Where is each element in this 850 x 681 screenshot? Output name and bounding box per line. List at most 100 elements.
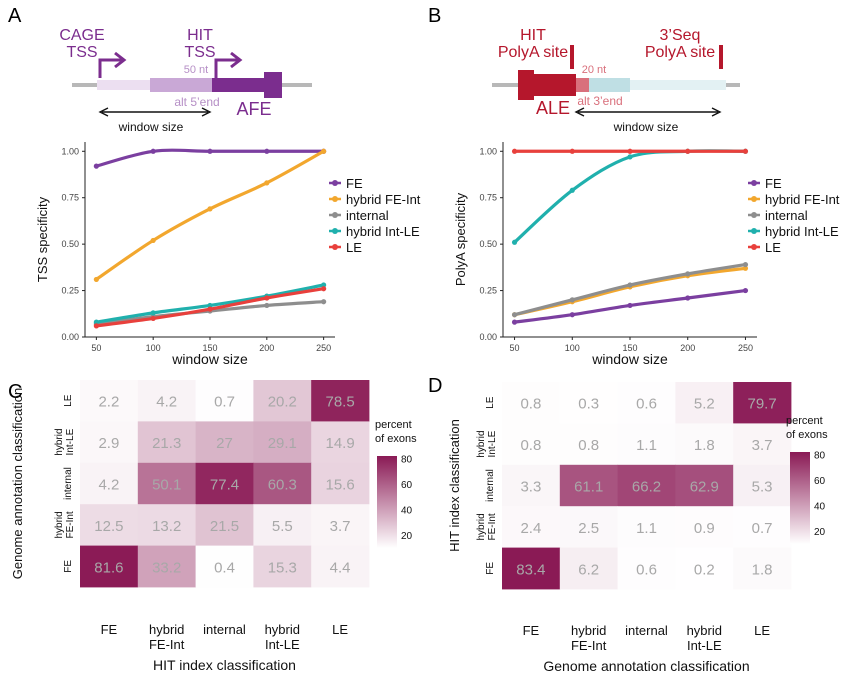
data-point <box>93 319 99 325</box>
legend-label: internal <box>346 208 389 223</box>
panel-label-b: B <box>428 5 441 27</box>
data-point <box>569 297 575 303</box>
heatmap-cell <box>733 464 792 507</box>
heatmap-cell <box>675 382 734 424</box>
heatmap-cell <box>195 545 254 588</box>
cell-value-label: 3.7 <box>752 437 773 454</box>
data-point <box>742 265 749 271</box>
data-point <box>511 239 518 245</box>
heatmap-cell <box>502 464 561 507</box>
seq-label-line2: PolyA site <box>645 44 715 61</box>
heatmap-cell <box>559 423 618 466</box>
heatmap-cell <box>253 545 312 588</box>
data-point <box>569 312 575 318</box>
y-axis-title: HIT index classification <box>447 419 462 552</box>
y-category-label: hybridFE-Int <box>476 513 498 540</box>
series-line-1 <box>94 149 326 282</box>
x-category-label: hybrid Int-LE <box>687 623 722 653</box>
y-category-label: FE <box>63 560 74 573</box>
legend-key-dot <box>332 196 338 202</box>
window-size-label: window size <box>613 120 679 134</box>
heatmap-cell <box>675 464 734 507</box>
hit-label-line2: PolyA site <box>498 44 568 61</box>
hit-label-line2: TSS <box>184 44 215 61</box>
cell-value-label: 0.3 <box>578 396 599 413</box>
legend-key-dot <box>751 180 757 186</box>
x-tick-label: 50 <box>91 343 101 353</box>
afe-label: AFE <box>236 99 271 119</box>
y-axis-title: Genome annotation classification <box>10 388 25 580</box>
panel-label-a: A <box>8 5 22 27</box>
ale-exon-cap <box>518 70 534 100</box>
heatmap-cell <box>137 462 196 505</box>
data-point <box>321 299 327 305</box>
nt-label: 20 nt <box>582 64 606 76</box>
seq-label-line1: 3’Seq <box>660 27 701 44</box>
window-arrow-left-head-icon <box>574 107 585 117</box>
panel-label-d: D <box>428 375 442 397</box>
x-category-label: LE <box>332 622 348 637</box>
x-category-label: LE <box>754 623 770 638</box>
legend-key-dot <box>751 228 757 234</box>
colorbar <box>377 456 397 548</box>
legend-label: LE <box>346 240 362 255</box>
line-chart-0: 0.00 0.25 0.50 0.75 1.00 50 100 150 200 250 window… <box>35 142 421 367</box>
data-point <box>93 163 99 169</box>
window-arrow-left-head-icon <box>98 107 109 117</box>
x-tick-label: 150 <box>202 343 217 353</box>
window-shade-outer <box>97 80 155 90</box>
colorbar-tick-label: 40 <box>401 506 413 517</box>
colorbar-tick-label: 40 <box>814 502 826 513</box>
cell-value-label: 0.6 <box>636 561 657 578</box>
heatmap-cell <box>311 504 370 546</box>
legend-label: internal <box>765 208 808 223</box>
heatmap-cell <box>137 380 196 422</box>
seq-polya-site-marker <box>719 45 723 69</box>
data-point <box>264 148 270 154</box>
y-tick-label: 0.25 <box>61 286 79 296</box>
heatmap-cell <box>502 382 561 424</box>
cell-value-label: 20.2 <box>268 394 297 411</box>
y-tick-label: 0.50 <box>61 239 79 249</box>
heatmap-cell <box>80 380 139 422</box>
cell-value-label: 29.1 <box>268 435 297 452</box>
y-tick-label: 0.00 <box>61 332 79 342</box>
cell-value-label: 0.8 <box>520 396 541 413</box>
heatmap-cell <box>137 421 196 464</box>
legend-key-dot <box>332 180 338 186</box>
data-point <box>511 319 518 325</box>
cell-value-label: 33.2 <box>152 559 181 576</box>
heatmap-cell <box>675 547 734 590</box>
cell-value-label: 62.9 <box>690 479 719 496</box>
data-point <box>685 295 691 301</box>
colorbar-tick-label: 80 <box>814 451 826 462</box>
cell-value-label: 0.7 <box>752 520 773 537</box>
colorbar-tick-label: 60 <box>401 480 413 491</box>
heatmap-cell <box>80 421 139 464</box>
heatmap-cell <box>733 423 792 466</box>
heatmap-cell <box>617 464 676 507</box>
alt-end-label: alt 3’end <box>577 94 622 108</box>
afe-exon-cap <box>264 72 282 98</box>
cell-value-label: 1.8 <box>694 437 715 454</box>
x-axis-title: window size <box>171 351 248 367</box>
legend-label: hybrid FE-Int <box>765 192 840 207</box>
heatmap-cell <box>80 504 139 546</box>
cell-value-label: 0.2 <box>694 561 715 578</box>
cell-value-label: 12.5 <box>94 518 123 535</box>
x-tick-label: 100 <box>565 343 580 353</box>
data-point <box>627 282 633 288</box>
y-tick-label: 0.50 <box>479 239 497 249</box>
x-axis-title: Genome annotation classification <box>543 658 749 674</box>
legend-key-dot <box>751 244 757 250</box>
series-line-3 <box>512 149 748 244</box>
y-tick-label: 0.75 <box>61 193 79 203</box>
heatmap-cell <box>311 462 370 505</box>
y-tick-label: 0.00 <box>479 332 497 342</box>
cell-value-label: 4.2 <box>156 394 177 411</box>
legend-label: hybrid FE-Int <box>346 192 421 207</box>
x-tick-label: 150 <box>622 343 637 353</box>
heatmap-cell <box>195 504 254 546</box>
heatmap-cell <box>137 545 196 588</box>
